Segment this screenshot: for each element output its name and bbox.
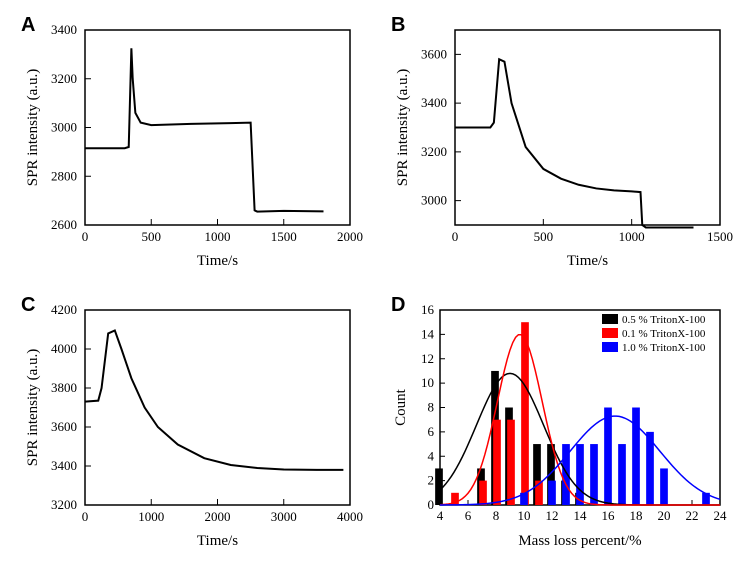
legend: 0.5 % TritonX-100 0.1 % TritonX-100 1.0 % …	[602, 314, 706, 354]
svg-text:3600: 3600	[421, 46, 447, 61]
svg-text:3000: 3000	[51, 120, 77, 135]
bar	[435, 468, 443, 505]
panel-b: B 0 500 1000 1500 3000 3200 3400 3600 Time/s SPR i…	[385, 10, 735, 275]
data-line	[455, 59, 694, 227]
y-axis-label: Count	[393, 388, 409, 426]
chart-b: 0 500 1000 1500 3000 3200 3400 3600 Time/s SPR in…	[385, 10, 735, 275]
bar	[521, 322, 529, 505]
svg-text:14: 14	[421, 326, 435, 341]
panel-label-d: D	[391, 294, 405, 317]
svg-text:0: 0	[452, 229, 459, 244]
svg-text:3200: 3200	[51, 71, 77, 86]
svg-text:1500: 1500	[271, 229, 297, 244]
x-axis-label: Mass loss percent/%	[518, 533, 641, 549]
svg-text:4: 4	[428, 448, 435, 463]
svg-text:12: 12	[546, 508, 559, 523]
bar	[590, 444, 598, 505]
panel-label-b: B	[391, 14, 405, 37]
bar	[507, 420, 515, 505]
svg-text:0: 0	[82, 509, 89, 524]
data-line	[85, 330, 343, 469]
x-axis-label: Time/s	[197, 253, 238, 269]
legend-swatch	[602, 342, 618, 352]
svg-text:0: 0	[82, 229, 89, 244]
svg-text:3400: 3400	[51, 458, 77, 473]
svg-text:24: 24	[714, 508, 728, 523]
svg-text:4000: 4000	[51, 341, 77, 356]
svg-text:10: 10	[421, 375, 434, 390]
svg-text:0: 0	[428, 497, 435, 512]
svg-text:3000: 3000	[421, 193, 447, 208]
svg-text:1000: 1000	[205, 229, 231, 244]
svg-text:8: 8	[428, 400, 435, 415]
svg-text:2800: 2800	[51, 168, 77, 183]
bar	[548, 481, 556, 505]
bar	[604, 408, 612, 506]
chart-c: 0 1000 2000 3000 4000 3200 3400 3600 3800 4000 420…	[15, 290, 365, 555]
svg-text:4200: 4200	[51, 302, 77, 317]
bar	[660, 468, 668, 505]
bar	[632, 408, 640, 506]
svg-text:2: 2	[428, 473, 435, 488]
svg-text:2000: 2000	[205, 509, 231, 524]
svg-text:12: 12	[421, 351, 434, 366]
svg-text:6: 6	[465, 508, 472, 523]
svg-text:16: 16	[602, 508, 616, 523]
bar	[479, 481, 487, 505]
svg-text:3800: 3800	[51, 380, 77, 395]
svg-text:16: 16	[421, 302, 435, 317]
legend-swatch	[602, 328, 618, 338]
x-axis-label: Time/s	[197, 533, 238, 549]
svg-text:22: 22	[686, 508, 699, 523]
panel-label-c: C	[21, 294, 35, 317]
panel-label-a: A	[21, 14, 35, 37]
svg-text:2000: 2000	[337, 229, 363, 244]
svg-text:3400: 3400	[421, 95, 447, 110]
svg-text:2600: 2600	[51, 217, 77, 232]
svg-text:14: 14	[574, 508, 588, 523]
svg-text:3400: 3400	[51, 22, 77, 37]
svg-text:3200: 3200	[421, 144, 447, 159]
bar	[618, 444, 626, 505]
svg-text:20: 20	[658, 508, 671, 523]
svg-text:18: 18	[630, 508, 643, 523]
y-axis-label: SPR intensity (a.u.)	[25, 69, 41, 187]
bar	[493, 420, 501, 505]
svg-text:4: 4	[437, 508, 444, 523]
bar	[576, 444, 584, 505]
svg-text:8: 8	[493, 508, 500, 523]
svg-text:3000: 3000	[271, 509, 297, 524]
svg-text:1500: 1500	[707, 229, 733, 244]
svg-text:500: 500	[142, 229, 162, 244]
svg-text:10: 10	[518, 508, 531, 523]
chart-d: 46810121416182022240246810121416Mass los…	[385, 290, 735, 555]
legend-swatch	[602, 314, 618, 324]
panel-a: A 0 500 1000 1500 2000 2600 2800 3000 3200 3400 Tim…	[15, 10, 365, 275]
svg-text:1000: 1000	[619, 229, 645, 244]
legend-label: 0.5 % TritonX-100	[622, 314, 706, 326]
svg-text:500: 500	[534, 229, 554, 244]
legend-label: 0.1 % TritonX-100	[622, 328, 706, 340]
data-line	[85, 48, 324, 211]
x-axis-label: Time/s	[567, 253, 608, 269]
y-axis-label: SPR intensity (a.u.)	[395, 69, 411, 187]
panel-c: C 0 1000 2000 3000 4000 3200 3400 3600 3800 4000 42…	[15, 290, 365, 555]
svg-text:6: 6	[428, 424, 435, 439]
svg-text:1000: 1000	[138, 509, 164, 524]
svg-text:3600: 3600	[51, 419, 77, 434]
svg-text:4000: 4000	[337, 509, 363, 524]
svg-text:3200: 3200	[51, 497, 77, 512]
y-axis-label: SPR intensity (a.u.)	[25, 349, 41, 467]
legend-label: 1.0 % TritonX-100	[622, 342, 706, 354]
panel-d: D46810121416182022240246810121416Mass lo…	[385, 290, 735, 555]
chart-a: 0 500 1000 1500 2000 2600 2800 3000 3200 3400 Time…	[15, 10, 365, 275]
